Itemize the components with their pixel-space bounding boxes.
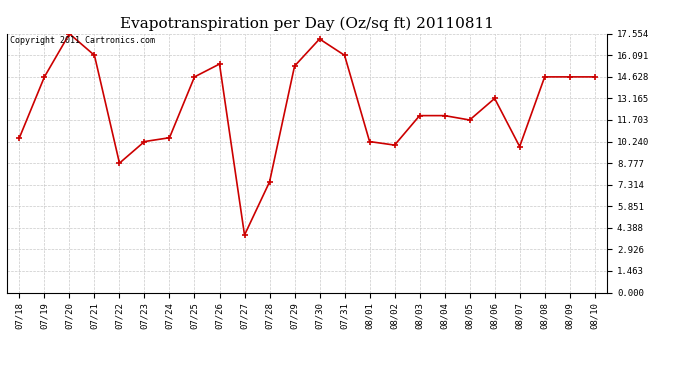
Title: Evapotranspiration per Day (Oz/sq ft) 20110811: Evapotranspiration per Day (Oz/sq ft) 20…	[120, 17, 494, 31]
Text: Copyright 2011 Cartronics.com: Copyright 2011 Cartronics.com	[10, 36, 155, 45]
